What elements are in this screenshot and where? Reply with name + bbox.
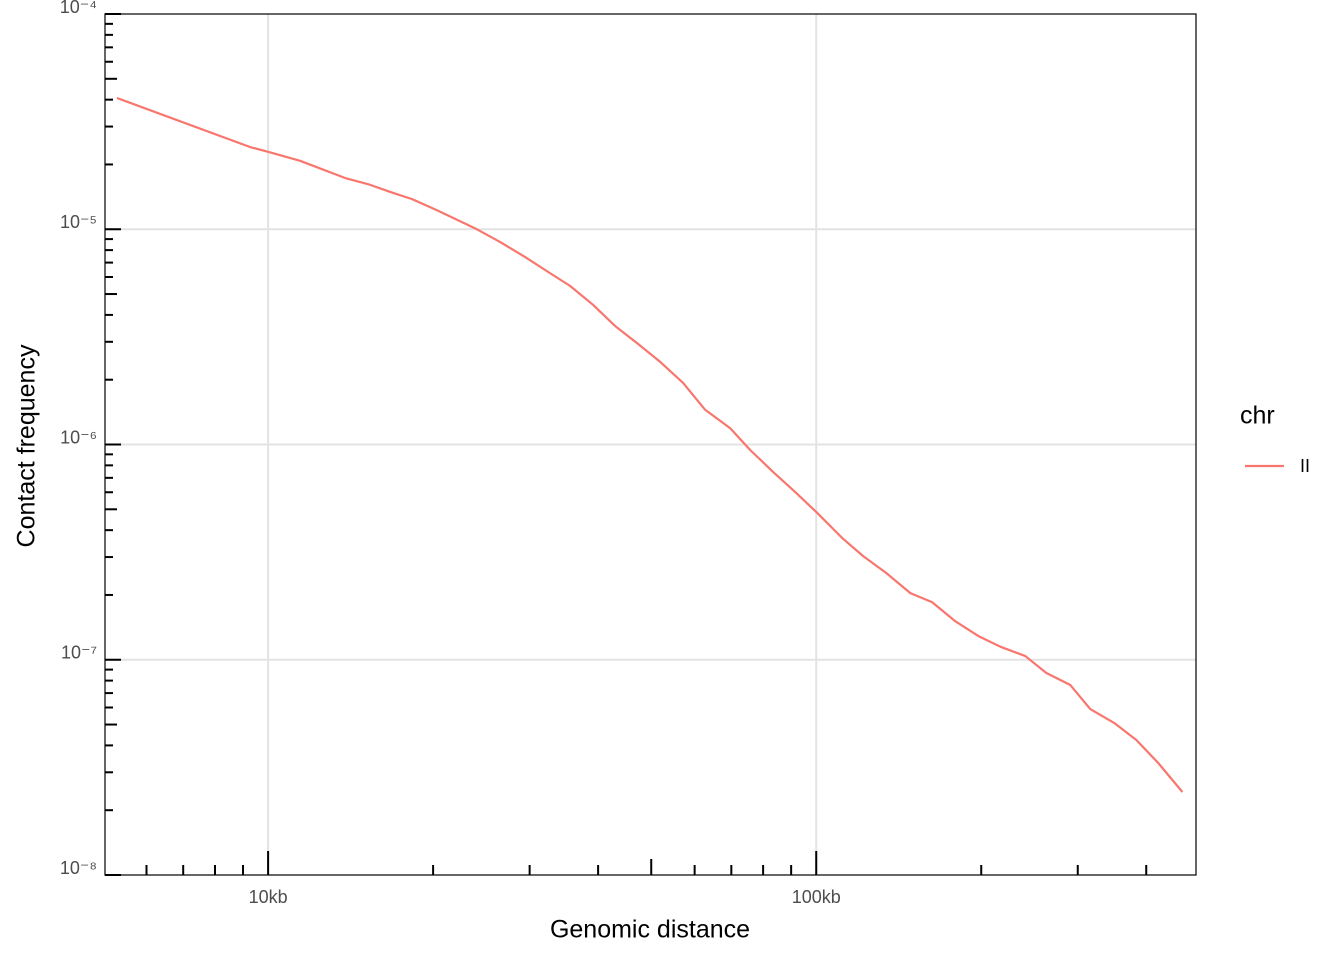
legend-title: chr — [1240, 402, 1275, 430]
y-tick-label: 10⁻⁷ — [61, 643, 97, 663]
x-tick-label: 10kb — [249, 887, 288, 907]
legend-label: II — [1300, 456, 1310, 476]
y-tick-label: 10⁻⁶ — [60, 427, 97, 447]
y-tick-label: 10⁻⁵ — [60, 212, 97, 232]
x-axis-title: Genomic distance — [550, 916, 750, 944]
data-line — [116, 96, 1184, 793]
y-tick-label: 10⁻⁸ — [60, 858, 97, 878]
x-tick-label: 100kb — [792, 887, 841, 907]
y-axis-title: Contact frequency — [13, 344, 41, 547]
y-tick-label: 10⁻⁴ — [60, 0, 97, 17]
